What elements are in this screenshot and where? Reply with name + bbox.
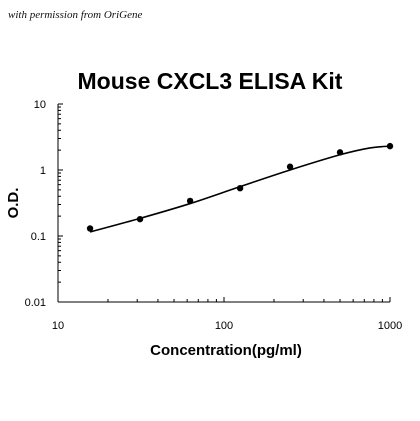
y-tick-label: 1 (40, 165, 46, 177)
data-point (186, 197, 194, 205)
y-tick-label: 0.01 (25, 297, 46, 309)
data-point (136, 215, 144, 223)
x-tick-label: 100 (215, 320, 233, 332)
x-axis-label: Concentration(pg/ml) (150, 342, 302, 359)
x-tick-label: 10 (52, 320, 64, 332)
data-point (336, 149, 344, 156)
data-point (286, 163, 294, 170)
fit-curve (89, 145, 391, 233)
data-point (386, 142, 394, 150)
y-tick-label: 0.1 (31, 231, 46, 243)
data-point (86, 225, 94, 232)
data-point (236, 184, 244, 192)
y-axis-label: O.D. (5, 188, 22, 219)
y-tick-label: 10 (34, 99, 46, 111)
x-tick-label: 1000 (378, 320, 402, 332)
permission-note: with permission from OriGene (8, 9, 143, 21)
chart-title: Mouse CXCL3 ELISA Kit (77, 68, 343, 94)
